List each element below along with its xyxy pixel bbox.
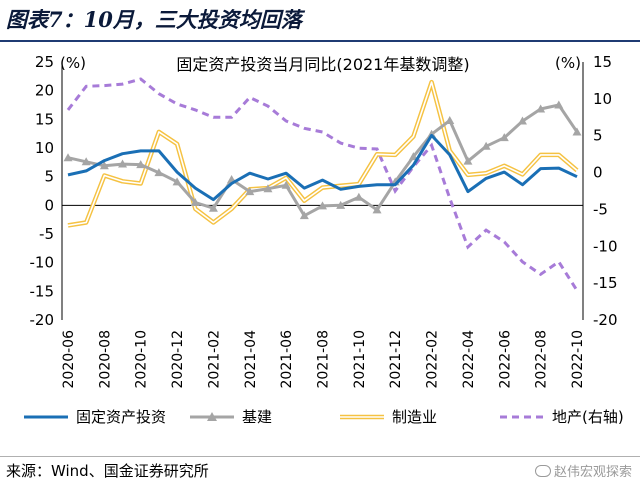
x-tick-label: 2022-02 [425,330,441,389]
x-tick-label: 2022-08 [534,330,550,389]
x-tick-label: 2021-10 [352,330,368,389]
chart-title: 固定资产投资当月同比(2021年基数调整) [176,55,469,74]
x-tick-label: 2021-12 [388,330,404,389]
left-axis-unit: (%) [60,54,86,72]
x-tick-label: 2020-12 [170,330,186,389]
left-tick-label: 15 [35,110,54,128]
series-line [67,103,579,218]
x-tick-label: 2021-08 [316,330,332,389]
data-point [408,152,418,161]
data-point [463,156,473,165]
plot-area [61,62,584,320]
right-tick-label: -5 [593,200,608,218]
legend: 固定资产投资 基建 制造业 地产(右轴) [24,408,624,426]
x-tick-label: 2020-10 [134,330,150,389]
right-tick-label: 0 [593,164,603,182]
data-point [517,116,527,125]
left-tick-label: 20 [35,82,54,100]
investment-line-chart: 固定资产投资当月同比(2021年基数调整) (%) (%) -20-15-10-… [24,53,624,426]
right-tick-label: -15 [593,274,618,292]
legend-label: 基建 [242,408,272,426]
legend-label: 地产(右轴) [552,408,624,426]
data-point [245,187,255,196]
data-point [318,201,327,210]
series-0 [67,133,578,202]
data-point [499,133,509,142]
data-point [481,141,491,150]
figure-caption-text: 图表7：10月，三大投资均回落 [6,7,302,32]
data-point [572,127,582,136]
x-tick-label: 2020-06 [61,330,77,389]
right-tick-label: -20 [593,311,618,329]
data-point [445,115,455,124]
x-axis: 2020-06 2020-08 2020-10 2020-12 2021-02 2021-… [61,330,586,389]
header-divider [0,40,640,42]
data-point [208,203,218,212]
source-note: 来源：Wind、国金证券研究所 [6,462,209,480]
legend-label: 固定资产投资 [76,408,166,426]
x-tick-label: 2022-10 [570,330,586,389]
watermark-text: 赵伟宏观探索 [553,465,632,480]
left-tick-label: -20 [30,311,55,329]
data-point [372,205,382,214]
series-3 [66,77,579,292]
data-point [554,100,564,109]
right-y-axis: -20 -15 -10 -5 0 5 10 15 [593,53,618,329]
left-tick-label: 5 [44,168,54,186]
series-2 [67,79,579,228]
x-tick-label: 2021-04 [243,330,259,389]
data-point [354,192,364,201]
data-point [99,161,109,170]
data-point [118,159,128,168]
legend-item-3: 地产(右轴) [500,408,624,426]
series-line [66,77,579,292]
right-tick-label: -10 [593,237,618,255]
footer: 来源：Wind、国金证券研究所 赵伟宏观探索 [0,456,640,484]
x-tick-label: 2021-06 [279,330,295,389]
data-point [81,157,91,166]
x-tick-label: 2022-04 [461,330,477,389]
data-point [281,180,291,189]
data-point [172,177,182,186]
x-tick-label: 2020-08 [97,330,113,389]
legend-label: 制造业 [392,408,437,426]
data-point [263,184,273,193]
x-tick-label: 2022-06 [497,330,513,389]
data-point [336,200,346,209]
wechat-icon [534,465,551,477]
data-point [154,168,164,177]
legend-item-0: 固定资产投资 [24,408,166,426]
series-line [67,133,578,202]
legend-marker [207,412,217,421]
right-axis-unit: (%) [555,54,581,72]
legend-item-2: 制造业 [340,408,437,426]
left-tick-label: 10 [35,139,54,157]
x-tick-label: 2021-02 [206,330,222,389]
data-point [299,211,309,220]
series-line [67,81,578,227]
left-tick-label: -10 [30,254,55,272]
data-point [536,104,546,113]
left-tick-label: 0 [44,196,54,214]
right-tick-label: 10 [593,90,612,108]
data-point [190,197,200,206]
right-tick-label: 15 [593,53,612,71]
right-tick-label: 5 [593,127,603,145]
left-tick-label: -15 [30,282,55,300]
figure-caption: 图表7：10月，三大投资均回落 [6,4,634,38]
left-tick-label: -5 [39,225,54,243]
data-point [63,153,73,162]
data-point [136,160,146,169]
series-1 [63,100,582,220]
watermark: 赵伟宏观探索 [534,461,632,480]
series-lines [63,77,582,292]
legend-item-1: 基建 [190,408,272,426]
left-y-axis: -20 -15 -10 -5 0 5 10 15 20 25 [30,53,55,329]
left-tick-label: 25 [35,53,54,71]
